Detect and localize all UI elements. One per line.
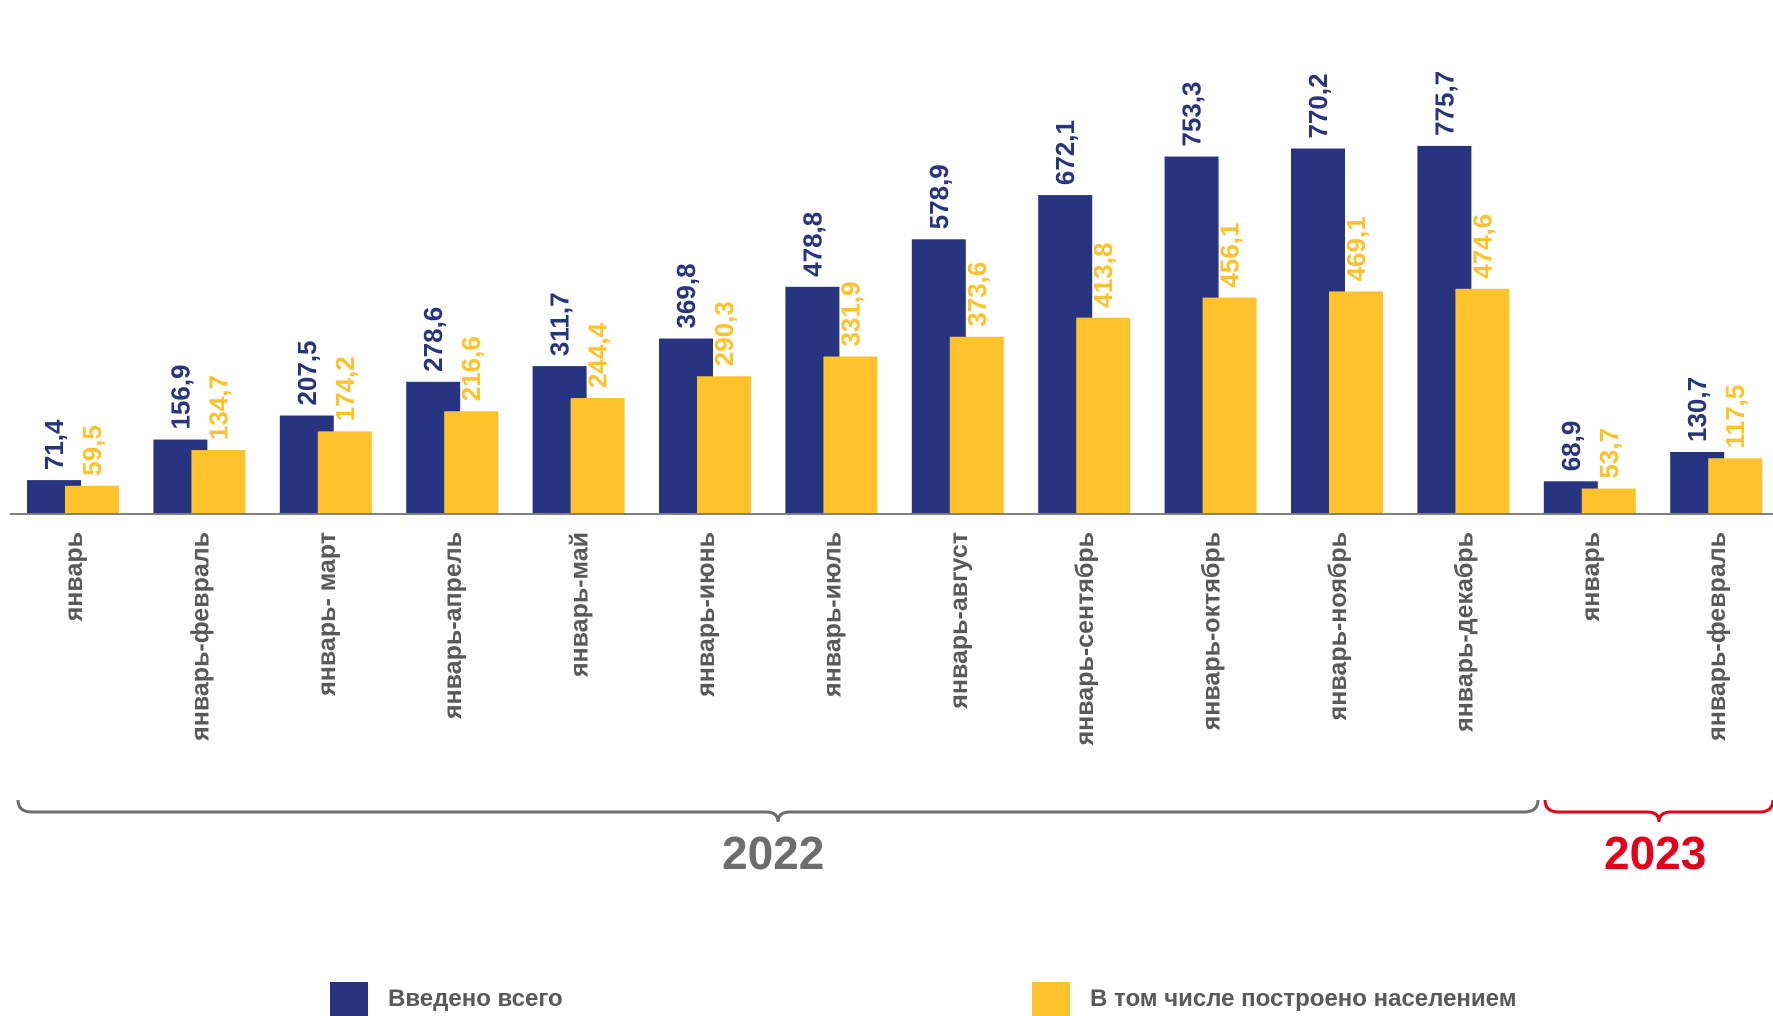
- category-label-0: январь: [60, 532, 88, 622]
- category-label-11: январь-декабрь: [1450, 532, 1478, 733]
- value-label-primary-2: 207,5: [292, 340, 322, 405]
- bar-secondary-12: [1581, 488, 1636, 514]
- value-label-secondary-8: 413,8: [1088, 243, 1118, 308]
- value-label-secondary-2: 174,2: [330, 356, 360, 421]
- category-label-1: январь-февраль: [186, 532, 214, 742]
- legend-label-secondary: В том числе построено населением: [1090, 985, 1517, 1012]
- bar-secondary-5: [697, 376, 751, 514]
- category-label-5: январь-июнь: [692, 532, 720, 698]
- bar-secondary-11: [1455, 288, 1510, 514]
- value-label-secondary-12: 53,7: [1594, 428, 1624, 479]
- legend-item-primary: Введено всего: [330, 982, 563, 1016]
- value-label-secondary-3: 216,6: [456, 336, 486, 401]
- value-label-primary-3: 278,6: [418, 307, 448, 372]
- value-label-primary-4: 311,7: [545, 292, 575, 356]
- category-label-2: январь- март: [313, 532, 341, 697]
- bar-secondary-9: [1202, 297, 1257, 514]
- value-label-primary-11: 775,7: [1429, 71, 1459, 136]
- value-label-primary-1: 156,9: [165, 364, 195, 429]
- year-braces: [16, 799, 1773, 823]
- value-label-secondary-13: 117,5: [1720, 385, 1750, 449]
- category-label-13: январь-февраль: [1703, 532, 1731, 742]
- legend-swatch-primary: [330, 982, 368, 1016]
- bar-secondary-2: [317, 431, 372, 514]
- value-label-primary-10: 770,2: [1303, 73, 1333, 138]
- bar-secondary-13: [1708, 458, 1763, 514]
- legend-item-secondary: В том числе построено населением: [1032, 982, 1516, 1016]
- value-labels: 71,4 59,5 156,9 134,7 207,5 174,2 278,6 216,6 31…: [39, 71, 1750, 479]
- year-label-2022: 2022: [722, 827, 825, 879]
- bar-secondary-8: [1076, 317, 1131, 514]
- value-label-secondary-11: 474,6: [1467, 214, 1497, 279]
- category-label-3: январь-апрель: [439, 532, 467, 720]
- category-label-7: январь-август: [945, 532, 973, 710]
- year-label-2023: 2023: [1604, 827, 1707, 879]
- category-label-9: январь-октябрь: [1198, 532, 1226, 731]
- bar-secondary-4: [570, 398, 625, 514]
- category-labels: январь январь-февраль январь- март январь-а…: [60, 532, 1731, 746]
- value-label-primary-13: 130,7: [1682, 377, 1712, 442]
- value-label-primary-5: 369,8: [671, 263, 701, 328]
- legend-label-primary: Введено всего: [388, 985, 563, 1012]
- value-label-secondary-7: 373,6: [962, 262, 992, 327]
- bar-secondary-3: [444, 411, 499, 514]
- value-label-secondary-1: 134,7: [203, 375, 233, 440]
- value-label-primary-12: 68,9: [1556, 421, 1586, 472]
- bar-secondary-1: [191, 450, 246, 514]
- category-label-6: январь-июль: [818, 532, 846, 698]
- category-label-12: январь: [1577, 532, 1605, 622]
- bar-secondary-10: [1329, 291, 1383, 514]
- value-label-secondary-9: 456,1: [1215, 223, 1245, 288]
- value-label-primary-8: 672,1: [1050, 120, 1080, 185]
- category-label-8: январь-сентябрь: [1071, 532, 1099, 746]
- value-label-primary-0: 71,4: [39, 419, 69, 470]
- value-label-secondary-5: 290,3: [709, 301, 739, 366]
- value-label-secondary-4: 244,4: [583, 322, 613, 388]
- brace-2022: [16, 799, 1540, 823]
- value-label-secondary-6: 331,9: [835, 281, 865, 346]
- value-label-primary-6: 478,8: [797, 212, 827, 277]
- value-label-secondary-10: 469,1: [1341, 216, 1371, 281]
- series-primary-bars: [27, 145, 1725, 514]
- brace-2023: [1543, 799, 1773, 823]
- value-label-secondary-0: 59,5: [77, 425, 107, 476]
- category-label-4: январь-май: [566, 532, 594, 678]
- bar-secondary-7: [949, 336, 1004, 514]
- legend-swatch-secondary: [1032, 982, 1070, 1016]
- category-label-10: январь-ноябрь: [1324, 532, 1352, 721]
- series-secondary-bars: [65, 288, 1763, 514]
- bar-secondary-6: [823, 356, 878, 514]
- bar-secondary-0: [65, 485, 119, 514]
- value-label-primary-7: 578,9: [924, 164, 954, 229]
- value-label-primary-9: 753,3: [1177, 81, 1207, 146]
